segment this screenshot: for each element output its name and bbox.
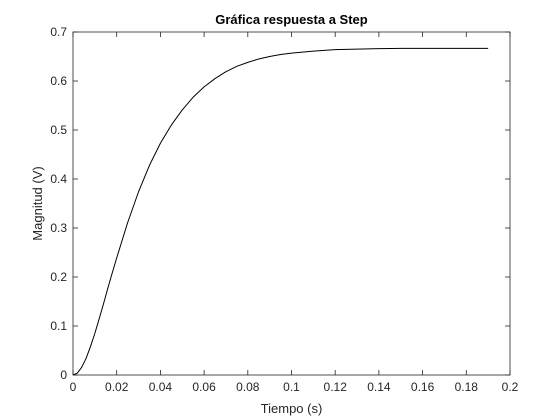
- x-tick-label: 0.18: [455, 380, 479, 394]
- chart-title: Gráfica respuesta a Step: [215, 12, 368, 27]
- x-tick-label: 0.04: [149, 380, 173, 394]
- y-tick-label: 0.4: [50, 172, 67, 186]
- x-tick-label: 0.06: [192, 380, 216, 394]
- x-tick-label: 0.16: [411, 380, 435, 394]
- x-axis-label: Tiempo (s): [261, 401, 323, 416]
- y-tick-label: 0.6: [50, 74, 67, 88]
- y-tick-label: 0.3: [50, 221, 67, 235]
- y-tick-label: 0.2: [50, 270, 67, 284]
- x-tick-label: 0: [70, 380, 77, 394]
- step-response-line: [72, 47, 489, 376]
- y-tick-label: 0.5: [50, 123, 67, 137]
- y-tick-label: 0: [60, 368, 67, 382]
- axes-box: [72, 31, 511, 376]
- x-tick-label: 0.02: [105, 380, 129, 394]
- ticks-layer: 0 0.02 0.04 0.06 0.08 0.1 0.12 0.14 0.16 0.18 0.2 0…: [50, 25, 518, 394]
- x-tick-label: 0.14: [367, 380, 391, 394]
- y-tick-label: 0.7: [50, 25, 67, 39]
- x-tick-label: 0.2: [502, 380, 519, 394]
- x-tick-label: 0.08: [236, 380, 260, 394]
- plot-area: [73, 32, 510, 375]
- x-tick-label: 0.1: [283, 380, 300, 394]
- x-tick-label: 0.12: [324, 380, 348, 394]
- series-layer: [72, 47, 489, 376]
- y-axis-label: Magnitud (V): [30, 166, 45, 240]
- y-tick-label: 0.1: [50, 319, 67, 333]
